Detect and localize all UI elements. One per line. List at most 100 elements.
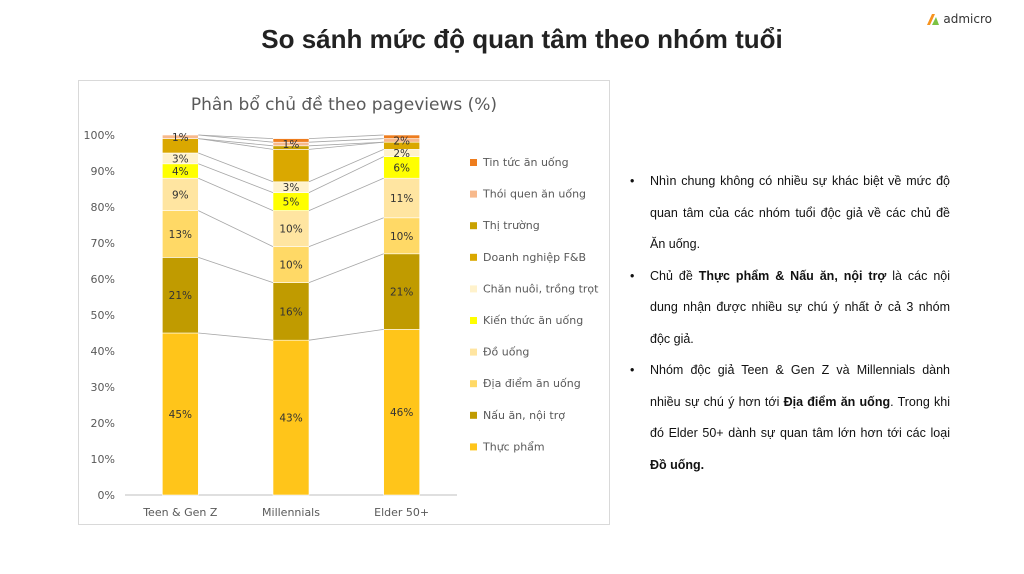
note-text: là các nội dung nhận được nhiều sự chú ý… <box>650 268 951 346</box>
series-connector-line <box>198 332 274 341</box>
bar-segment <box>272 149 310 183</box>
series-connector-line <box>308 149 384 183</box>
legend-label: Doanh nghiệp F&B <box>483 251 586 264</box>
series-connector-line <box>308 138 384 143</box>
series-connector-line <box>308 134 384 139</box>
stacked-bar-chart: 0% 10% 20% 30% 40% 50% 60% 70% 80% 90% 100% 45% 43% 4… <box>84 129 600 519</box>
data-label: 11% <box>390 193 413 205</box>
legend-label: Thị trường <box>482 219 540 232</box>
data-label: 2% <box>393 148 410 160</box>
series-connector-line <box>198 134 274 143</box>
data-label: 46% <box>390 407 413 419</box>
series-connector-line <box>198 134 274 139</box>
note-bold-text: Đồ uống. <box>650 457 705 472</box>
admicro-logo-icon <box>927 14 940 25</box>
data-label: 43% <box>279 413 302 425</box>
chart-title: Phân bổ chủ đề theo pageviews (%) <box>190 95 498 115</box>
y-tick-label: 0% <box>98 489 115 502</box>
series-connector-line <box>308 329 384 341</box>
series-connector-line <box>198 152 274 183</box>
y-tick-label: 30% <box>91 381 115 394</box>
legend-label: Nấu ăn, nội trợ <box>483 409 565 422</box>
data-label: 45% <box>169 409 192 421</box>
data-label: 10% <box>279 224 302 236</box>
data-label: 21% <box>390 287 413 299</box>
note-bold-text: Thực phẩm & Nấu ăn, nội trợ <box>698 268 887 283</box>
bar-segment <box>272 138 310 143</box>
data-label: 16% <box>279 306 302 318</box>
data-label: 4% <box>172 166 189 178</box>
data-label: 10% <box>390 231 413 243</box>
bar-segment <box>272 210 310 247</box>
series-connector-line <box>308 141 384 150</box>
data-label: 3% <box>172 153 189 165</box>
series-connector-line <box>308 253 384 283</box>
y-tick-label: 90% <box>91 165 115 178</box>
y-tick-label: 50% <box>91 309 115 322</box>
legend-swatch <box>470 411 477 419</box>
notes-list: Nhìn chung không có nhiều sự khác biệt v… <box>630 166 950 481</box>
data-label: 2% <box>393 135 410 147</box>
legend-swatch <box>470 380 477 388</box>
bar-segment <box>162 177 199 211</box>
legend-label: Địa điểm ăn uống <box>483 377 581 390</box>
legend-swatch <box>470 222 477 230</box>
bar-segment <box>383 217 420 255</box>
legend-label: Chăn nuôi, trồng trọt <box>483 282 599 295</box>
series-connector-line <box>308 141 384 147</box>
y-tick-label: 70% <box>91 237 115 250</box>
y-tick-label: 10% <box>91 453 115 466</box>
data-label: 5% <box>283 197 300 209</box>
data-label: 1% <box>283 139 300 151</box>
y-tick-label: 40% <box>91 345 115 358</box>
bar-segment <box>162 332 199 496</box>
y-tick-label: 20% <box>91 417 115 430</box>
x-category-label: Teen & Gen Z <box>142 506 218 519</box>
data-label: 21% <box>169 290 192 302</box>
x-category-label: Elder 50+ <box>374 506 429 519</box>
logo: admicro <box>926 12 992 26</box>
legend-label: Đồ uống <box>483 346 529 359</box>
note-item: Nhìn chung không có nhiều sự khác biệt v… <box>630 166 950 261</box>
bar-segment <box>272 339 310 496</box>
legend-swatch <box>470 317 477 324</box>
series-connector-line <box>198 210 274 247</box>
legend-swatch <box>470 348 477 356</box>
data-label: 9% <box>172 189 189 201</box>
note-item: Nhóm độc giả Teen & Gen Z và Millennials… <box>630 355 950 481</box>
series-connector-line <box>198 257 274 283</box>
legend-swatch <box>470 159 477 166</box>
page-title: So sánh mức độ quan tâm theo nhóm tuổi <box>261 24 783 54</box>
data-label: 13% <box>169 229 192 241</box>
series-connector-line <box>308 177 384 211</box>
series-connector-line <box>198 138 274 147</box>
data-label: 6% <box>393 162 410 174</box>
note-item: Chủ đề Thực phẩm & Nấu ăn, nội trợ là cá… <box>630 261 950 356</box>
bar-segment <box>383 134 420 139</box>
series-connector-line <box>308 217 384 247</box>
data-label: 1% <box>172 132 189 144</box>
bar-segment <box>162 210 199 258</box>
y-tick-label: 100% <box>84 129 115 142</box>
y-tick-label: 60% <box>91 273 115 286</box>
series-connector-line <box>198 138 274 150</box>
legend-label: Tin tức ăn uống <box>482 156 569 169</box>
data-label: 3% <box>283 182 300 194</box>
bar-segment <box>383 253 420 330</box>
note-text: Nhìn chung không có nhiều sự khác biệt v… <box>650 174 950 251</box>
logo-text: admicro <box>943 12 992 26</box>
x-category-label: Millennials <box>262 506 320 519</box>
legend-swatch <box>470 190 477 198</box>
note-text: Chủ đề <box>650 268 699 283</box>
legend-label: Thực phẩm <box>482 440 545 453</box>
legend-label: Thói quen ăn uống <box>482 188 586 201</box>
note-text: Nhóm độc giả Teen & Gen Z và Millennials… <box>650 363 950 409</box>
note-bold-text: Địa điểm ăn uống <box>783 394 891 409</box>
bar-segment <box>272 282 310 341</box>
series-connector-line <box>198 177 274 211</box>
legend-swatch <box>470 253 477 261</box>
note-text: . Trong khi đó Elder 50+ dành sự quan tâ… <box>650 394 950 441</box>
legend-swatch <box>470 443 477 451</box>
chart-frame: Phân bổ chủ đề theo pageviews (%) 0% 10% 2… <box>78 80 610 525</box>
series-connector-line <box>198 163 274 193</box>
